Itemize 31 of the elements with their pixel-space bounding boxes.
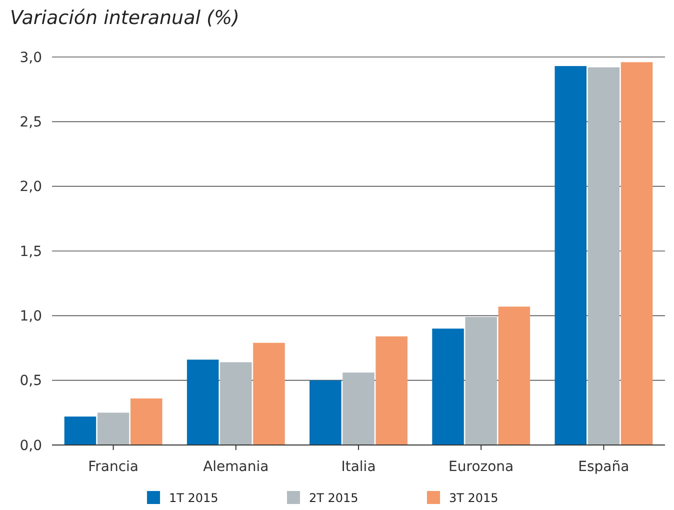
x-tick-label: Francia bbox=[88, 459, 139, 475]
bar bbox=[253, 342, 285, 445]
bar bbox=[620, 62, 653, 445]
x-tick-label: Italia bbox=[341, 459, 376, 475]
bar bbox=[130, 398, 162, 445]
y-tick-label: 2,5 bbox=[20, 114, 42, 131]
x-tick-label: España bbox=[578, 459, 630, 475]
bar bbox=[588, 67, 620, 445]
bar bbox=[376, 336, 408, 445]
y-tick-label: 3,0 bbox=[20, 50, 42, 66]
bar bbox=[97, 412, 130, 445]
y-tick-label: 1,5 bbox=[20, 244, 42, 260]
legend-label: 2T 2015 bbox=[309, 491, 358, 505]
y-tick-label: 1,0 bbox=[20, 308, 42, 325]
y-tick-label: 2,0 bbox=[20, 179, 42, 196]
legend-label: 1T 2015 bbox=[169, 491, 218, 505]
bar bbox=[498, 306, 530, 445]
legend-label: 3T 2015 bbox=[449, 491, 498, 505]
bar bbox=[220, 362, 252, 445]
bar bbox=[186, 360, 219, 445]
y-tick-label: 0,0 bbox=[20, 438, 42, 454]
x-tick-label: Alemania bbox=[203, 459, 269, 475]
bar bbox=[432, 328, 464, 445]
bar bbox=[554, 66, 587, 445]
bar bbox=[465, 316, 497, 445]
x-tick-label: Eurozona bbox=[448, 459, 514, 475]
bar bbox=[64, 416, 96, 445]
bar bbox=[342, 372, 374, 445]
bar bbox=[310, 380, 342, 445]
chart-title: Variación interanual (%) bbox=[10, 7, 240, 29]
y-tick-label: 0,5 bbox=[20, 373, 42, 390]
